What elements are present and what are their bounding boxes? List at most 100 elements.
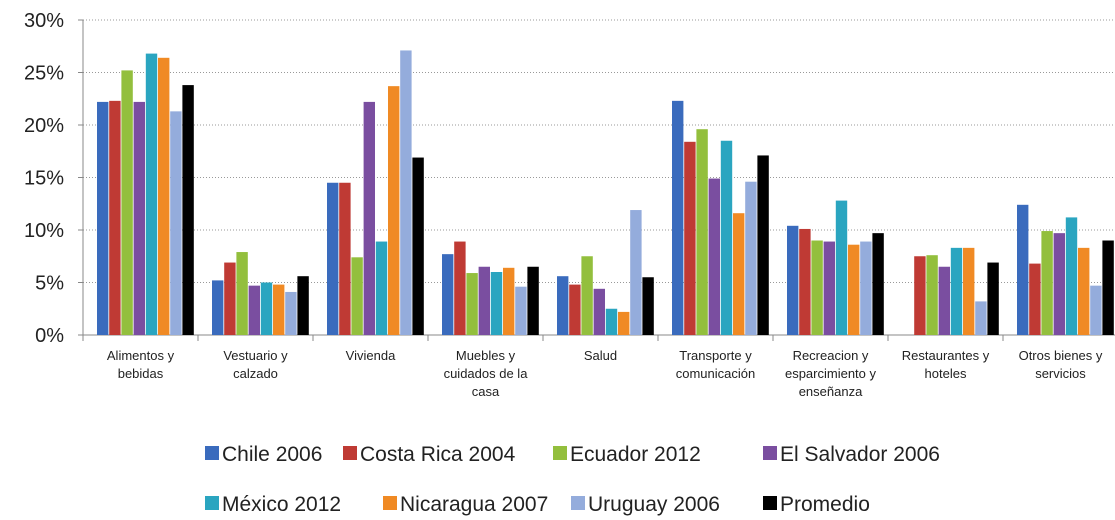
bar [1078, 247, 1090, 335]
bar [569, 284, 581, 335]
bar [527, 266, 539, 335]
bar [835, 200, 848, 335]
y-tick-label: 0% [35, 325, 64, 347]
bar [158, 57, 170, 336]
bar [950, 247, 963, 335]
bar [745, 181, 757, 335]
bar [557, 276, 569, 335]
bar [823, 241, 835, 335]
bar [1053, 233, 1065, 335]
bar [478, 266, 490, 335]
bar [672, 100, 684, 335]
bar [787, 225, 799, 335]
bar [926, 255, 938, 335]
x-tick-label: Transporte y comunicación [675, 348, 756, 381]
bar [351, 257, 363, 335]
legend-swatch [205, 496, 219, 510]
bar [248, 285, 260, 335]
y-tick-label: 5% [35, 273, 64, 295]
legend-swatch [571, 496, 585, 510]
bar [872, 233, 884, 335]
bar [182, 85, 194, 335]
bar [327, 182, 339, 335]
bar [1065, 217, 1078, 335]
bar [963, 247, 975, 335]
y-tick-label: 10% [24, 220, 64, 242]
legend-swatch [763, 446, 777, 460]
x-tick-label: Recreacion y esparcimiento y enseñanza [784, 348, 877, 399]
bar [593, 288, 605, 335]
bar [811, 240, 823, 335]
legend-label: México 2012 [222, 493, 341, 516]
bar [515, 286, 527, 335]
legend-label: Chile 2006 [222, 443, 322, 466]
bar [605, 308, 618, 335]
x-tick-label: Alimentos y bebidas [106, 348, 175, 381]
bar [442, 254, 454, 335]
bar [708, 178, 720, 335]
bar [109, 100, 121, 335]
bar [454, 241, 466, 335]
legend-label: Uruguay 2006 [588, 493, 720, 516]
legend-swatch [205, 446, 219, 460]
bar [145, 53, 158, 335]
bar [799, 228, 811, 335]
legend-label: Nicaragua 2007 [400, 493, 548, 516]
x-tick-label: Otros bienes y servicios [1018, 348, 1103, 381]
bar [914, 256, 926, 335]
bar [1017, 204, 1029, 335]
bar [466, 273, 478, 335]
y-tick-label: 30% [24, 10, 64, 32]
y-tick-label: 20% [24, 115, 64, 137]
bar [133, 101, 145, 336]
bar [490, 272, 503, 335]
bar [1090, 285, 1102, 335]
x-tick-label: Restaurantes y hoteles [901, 348, 990, 381]
bar [260, 282, 273, 335]
legend-label: Promedio [780, 493, 870, 516]
bar [212, 280, 224, 335]
legend-swatch [383, 496, 397, 510]
x-tick-label: Vestuario y calzado [223, 348, 288, 381]
bar [733, 213, 745, 335]
y-tick-label: 15% [24, 168, 64, 190]
bar [618, 311, 630, 335]
bar [236, 252, 248, 335]
bar [339, 182, 351, 335]
bar [975, 301, 987, 335]
bar [684, 141, 696, 335]
bar [273, 284, 285, 335]
bar [297, 276, 309, 335]
bar [1102, 240, 1114, 335]
legend-label: El Salvador 2006 [780, 443, 940, 466]
bar [696, 129, 708, 335]
bar [757, 155, 769, 335]
bar [121, 70, 133, 336]
bar [642, 277, 654, 335]
x-tick-label: Salud [583, 348, 618, 363]
legend-swatch [763, 496, 777, 510]
bar [375, 241, 388, 335]
bar [170, 111, 182, 335]
bar [400, 50, 412, 335]
bar [412, 157, 424, 335]
bar [224, 262, 236, 335]
legend-swatch [343, 446, 357, 460]
bar [363, 101, 375, 336]
bar [97, 101, 109, 336]
bar [581, 256, 593, 335]
bar [860, 241, 872, 335]
bar [987, 262, 999, 335]
bar [503, 267, 515, 335]
legend-swatch [553, 446, 567, 460]
bar [938, 266, 950, 335]
bar [285, 291, 297, 335]
legend-label: Costa Rica 2004 [360, 443, 516, 466]
bar [1041, 231, 1053, 335]
bar [388, 86, 400, 336]
bar [1029, 263, 1041, 335]
bar [720, 140, 733, 335]
bar [848, 244, 860, 335]
